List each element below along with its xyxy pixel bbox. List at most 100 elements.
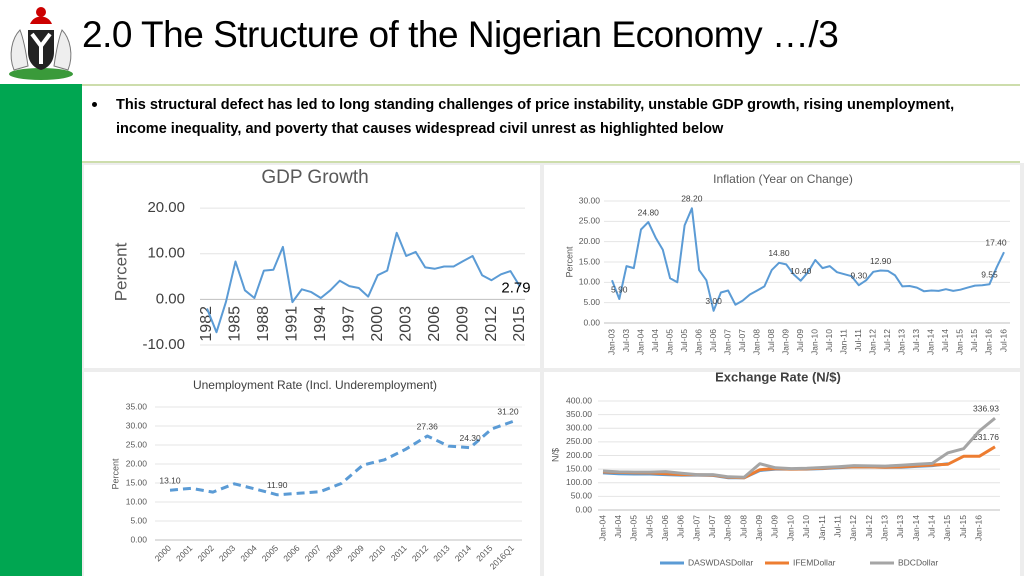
x-tick-label: Jul-15 (969, 329, 979, 352)
y-tick-label: -10.00 (142, 336, 185, 353)
data-label: 24.80 (638, 207, 660, 217)
chart-box (84, 165, 540, 368)
y-tick-label: 300.00 (566, 423, 592, 433)
data-label: 28.20 (681, 194, 703, 204)
x-tick-label: Jul-04 (650, 329, 660, 352)
x-tick-label: Jul-15 (958, 515, 968, 538)
y-tick-label: 150.00 (566, 463, 592, 473)
y-tick-label: 25.00 (579, 216, 601, 226)
x-tick-label: 1988 (255, 306, 272, 342)
x-tick-label: Jan-07 (691, 515, 701, 541)
y-axis-label: Percent (110, 458, 120, 490)
y-tick-label: 200.00 (566, 450, 592, 460)
chart-title: Inflation (Year on Change) (713, 172, 853, 186)
x-tick-label: Jan-06 (693, 329, 703, 355)
x-tick-label: Jan-10 (785, 515, 795, 541)
x-tick-label: Jul-09 (770, 515, 780, 538)
coat-of-arms (9, 7, 73, 80)
y-tick-label: 400.00 (566, 395, 592, 405)
y-tick-label: 30.00 (579, 195, 601, 205)
x-tick-label: 2006 (426, 306, 443, 342)
x-tick-label: Jul-04 (613, 515, 623, 538)
x-tick-label: Jul-12 (864, 515, 874, 538)
legend-label: DASWDASDollar (688, 557, 753, 567)
green-strip (0, 0, 82, 576)
data-label: 3.00 (705, 296, 722, 306)
y-tick-label: 10.00 (147, 245, 185, 262)
x-tick-label: Jan-16 (984, 329, 994, 355)
data-label: 5.90 (611, 284, 628, 294)
x-tick-label: Jan-11 (839, 329, 849, 355)
x-tick-label: Jul-05 (644, 515, 654, 538)
y-tick-label: 0.00 (575, 504, 592, 514)
data-label: 336.93 (973, 403, 999, 413)
line-series (611, 207, 1005, 312)
x-tick-label: 1994 (312, 306, 329, 342)
y-axis-label: Percent (111, 242, 130, 301)
y-tick-label: 20.00 (579, 236, 601, 246)
legend-label: BDCDollar (898, 557, 938, 567)
x-tick-label: Jul-09 (795, 329, 805, 352)
y-tick-label: 5.00 (130, 515, 147, 525)
chart-box (544, 165, 1020, 368)
x-tick-label: Jan-03 (606, 329, 616, 355)
data-label: 10.40 (790, 266, 812, 276)
x-tick-label: Jan-08 (751, 329, 761, 355)
x-tick-label: Jan-12 (848, 515, 858, 541)
y-tick-label: 10.00 (579, 277, 601, 287)
x-tick-label: Jul-03 (621, 329, 631, 352)
x-tick-label: 2012 (483, 306, 500, 342)
chart-title: GDP Growth (261, 167, 368, 188)
y-tick-label: 15.00 (126, 477, 148, 487)
x-tick-label: Jan-07 (722, 329, 732, 355)
line-series (602, 417, 996, 479)
x-tick-label: Jan-13 (897, 329, 907, 355)
data-label: 11.90 (267, 480, 288, 490)
y-tick-label: 30.00 (126, 420, 148, 430)
x-tick-label: Jul-07 (737, 329, 747, 352)
x-tick-label: 2000 (369, 306, 386, 342)
y-tick-label: 250.00 (566, 436, 592, 446)
x-tick-label: 2015 (511, 306, 528, 342)
x-tick-label: Jul-06 (708, 329, 718, 352)
x-tick-label: Jan-08 (723, 515, 733, 541)
data-label: 27.36 (417, 421, 439, 431)
y-tick-label: 20.00 (126, 458, 148, 468)
y-axis-label: N/$ (550, 448, 560, 462)
y-tick-label: 25.00 (126, 439, 148, 449)
y-tick-label: 15.00 (579, 256, 601, 266)
x-tick-label: 1985 (227, 306, 244, 342)
x-tick-label: Jan-12 (868, 329, 878, 355)
x-tick-label: Jan-09 (754, 515, 764, 541)
y-tick-label: 10.00 (126, 496, 148, 506)
line-series (206, 231, 521, 334)
x-tick-label: Jan-04 (635, 329, 645, 355)
y-tick-label: 5.00 (583, 297, 600, 307)
data-label: 17.40 (985, 237, 1007, 247)
x-tick-label: Jan-10 (810, 329, 820, 355)
y-tick-label: 35.00 (126, 401, 148, 411)
x-tick-label: Jul-11 (832, 515, 842, 538)
x-tick-label: Jul-06 (676, 515, 686, 538)
y-tick-label: 20.00 (147, 199, 185, 216)
slide-title: 2.0 The Structure of the Nigerian Econom… (82, 14, 839, 55)
x-tick-label: 1982 (198, 306, 215, 342)
x-tick-label: Jan-04 (597, 515, 607, 541)
legend-label: IFEMDollar (793, 557, 836, 567)
x-tick-label: 2003 (397, 306, 414, 342)
bullet-text: This structural defect has led to long s… (92, 93, 996, 141)
chart-box (84, 372, 540, 576)
y-tick-label: 50.00 (571, 491, 593, 501)
x-tick-label: Jul-14 (927, 515, 937, 538)
x-tick-label: 1991 (284, 306, 301, 342)
x-tick-label: Jan-15 (942, 515, 952, 541)
x-tick-label: Jan-11 (817, 515, 827, 541)
line-series (169, 419, 514, 497)
y-tick-label: 0.00 (583, 317, 600, 327)
data-label: 231.76 (973, 432, 999, 442)
y-axis-label: Percent (564, 246, 574, 278)
x-tick-label: Jul-11 (853, 329, 863, 352)
y-tick-label: 350.00 (566, 409, 592, 419)
data-label: 2.79 (501, 280, 530, 297)
